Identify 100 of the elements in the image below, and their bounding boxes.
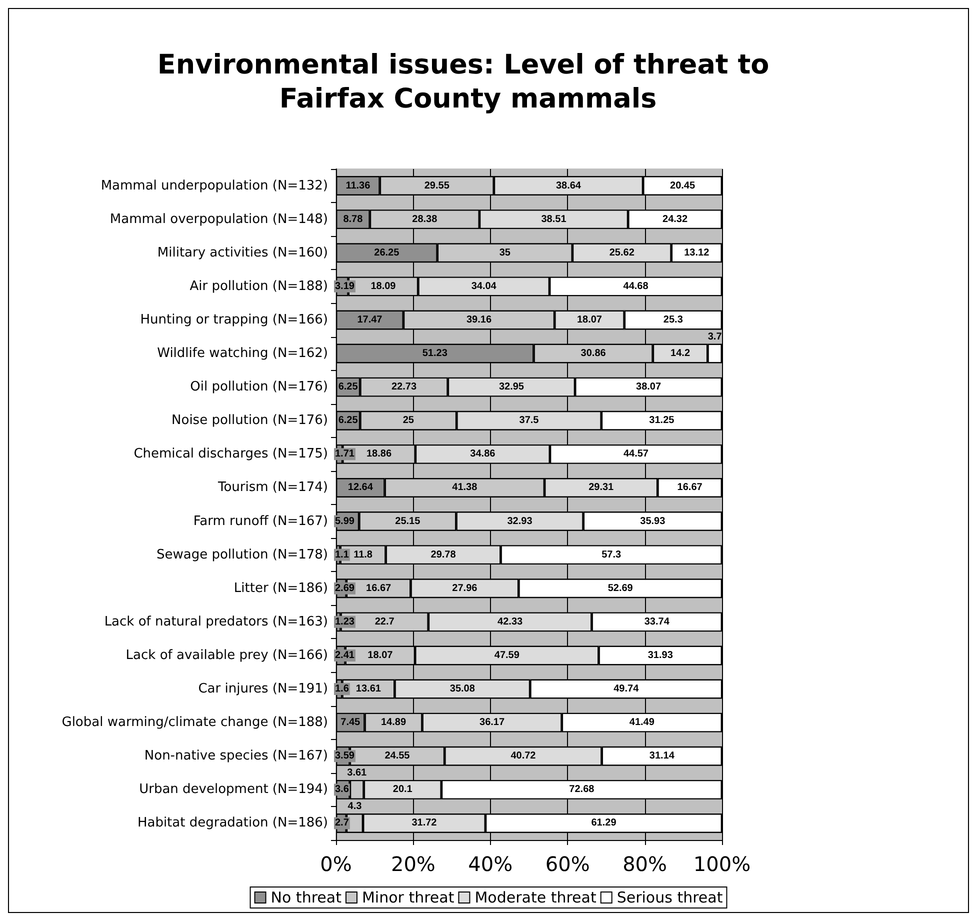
data-label: 3.61 [347, 767, 368, 778]
data-label: 4.3 [348, 800, 362, 812]
data-label: 25.3 [663, 314, 684, 326]
data-label: 47.59 [494, 650, 520, 661]
y-tick-label: Non-native species (N=167) [144, 748, 328, 764]
data-label: 72.68 [569, 784, 595, 796]
data-label: 31.25 [649, 415, 675, 426]
data-label: 36.17 [480, 717, 505, 728]
data-label: 11.36 [346, 180, 371, 192]
y-tick-label: Oil pollution (N=176) [190, 380, 328, 395]
data-label: 16.67 [366, 582, 392, 594]
data-label: 7.45 [340, 717, 361, 728]
x-tick-label: 40% [468, 852, 513, 876]
data-label: 61.29 [591, 818, 617, 829]
y-tick-label: Mammal overpopulation (N=148) [110, 212, 328, 227]
data-label: 35.08 [450, 684, 476, 695]
x-tick-label: 100% [693, 852, 751, 876]
data-label: 3.59 [335, 750, 355, 762]
data-label: 31.72 [412, 818, 438, 829]
data-label: 34.86 [470, 448, 496, 460]
chart-title: Environmental issues: Level of threat to Fairfax County mammals [157, 50, 779, 114]
data-label: 5.99 [335, 516, 355, 527]
data-label: 51.23 [422, 348, 448, 360]
data-label: 29.55 [424, 180, 450, 192]
data-label: 38.64 [556, 180, 582, 192]
data-label: 49.74 [614, 684, 640, 695]
y-tick-label: Habitat degradation (N=186) [137, 816, 328, 831]
data-label: 8.78 [343, 214, 364, 225]
y-tick-label: Chemical discharges (N=175) [134, 446, 328, 462]
data-label: 17.47 [357, 314, 383, 326]
data-label: 38.07 [636, 382, 662, 393]
data-label: 20.1 [392, 784, 413, 796]
data-label: 24.32 [662, 214, 688, 225]
data-label: 12.64 [348, 482, 374, 494]
data-label: 38.51 [541, 214, 567, 225]
data-label: 14.2 [670, 348, 690, 360]
data-label: 11.8 [354, 549, 373, 560]
y-tick-label: Lack of available prey (N=166) [126, 648, 328, 663]
y-tick-label: Tourism (N=174) [216, 480, 328, 496]
legend-label: Moderate threat [474, 888, 596, 906]
y-tick-label: Farm runoff (N=167) [193, 514, 328, 529]
y-tick-label: Military activities (N=160) [157, 245, 328, 260]
data-label: 18.07 [576, 314, 602, 326]
data-label: 44.68 [623, 280, 649, 292]
y-tick-label: Noise pollution (N=176) [172, 413, 328, 428]
data-label: 57.3 [602, 549, 622, 560]
data-label: 35.93 [640, 516, 666, 527]
data-label: 32.95 [498, 382, 524, 393]
data-label: 33.74 [644, 616, 670, 628]
data-label: 34.04 [471, 280, 497, 292]
data-label: 27.96 [452, 582, 478, 594]
data-label: 29.31 [588, 482, 614, 494]
data-label: 39.16 [466, 314, 492, 326]
y-tick-label: Air pollution (N=188) [190, 278, 328, 294]
data-label: 18.09 [370, 280, 396, 292]
data-label: 22.7 [374, 616, 395, 628]
data-label: 20.45 [670, 180, 696, 192]
data-label: 42.33 [498, 616, 524, 628]
data-label: 37.5 [519, 415, 540, 426]
data-label: 25.15 [395, 516, 421, 527]
data-label: 18.07 [368, 650, 394, 661]
data-label: 3.7 [708, 331, 722, 342]
data-label: 44.57 [623, 448, 649, 460]
legend-label: Minor threat [362, 888, 454, 906]
x-tick-label: 20% [390, 852, 436, 876]
data-label: 3.6 [335, 784, 350, 796]
y-tick-label: Global warming/climate change (N=188) [62, 715, 328, 730]
data-label: 41.49 [629, 717, 655, 728]
data-label: 41.38 [452, 482, 478, 494]
data-label: 52.69 [608, 582, 634, 594]
legend-label: Serious threat [616, 888, 723, 906]
data-label: 32.93 [507, 516, 533, 527]
x-tick-label: 80% [622, 852, 668, 876]
y-tick-label: Wildlife watching (N=162) [157, 346, 328, 362]
data-label: 25 [402, 415, 414, 426]
data-label: 13.12 [684, 247, 710, 258]
data-label: 31.93 [648, 650, 674, 661]
y-tick-label: Sewage pollution (N=178) [156, 547, 328, 562]
data-label: 22.73 [391, 382, 417, 393]
data-label: 16.67 [677, 482, 703, 494]
data-label: 29.78 [430, 549, 456, 560]
x-tick-label: 0% [320, 852, 352, 876]
y-tick-label: Lack of natural predators (N=163) [104, 614, 328, 630]
y-tick-label: Litter (N=186) [234, 580, 328, 596]
data-label: 6.25 [338, 382, 358, 393]
data-label: 30.86 [580, 348, 606, 360]
data-label: 24.55 [384, 750, 410, 762]
data-label: 18.86 [366, 448, 392, 460]
x-tick-label: 60% [545, 852, 590, 876]
data-label: 13.61 [356, 684, 382, 695]
data-label: 31.14 [649, 750, 675, 762]
y-tick-label: Mammal underpopulation (N=132) [100, 178, 328, 194]
data-label: 25.62 [609, 247, 635, 258]
data-label: 6.25 [338, 415, 358, 426]
data-label: 26.25 [374, 247, 400, 258]
y-tick-label: Urban development (N=194) [139, 782, 328, 798]
data-label: 35 [499, 247, 511, 258]
y-tick-label: Hunting or trapping (N=166) [140, 312, 328, 328]
data-label: 14.89 [380, 717, 406, 728]
data-label: 28.38 [412, 214, 438, 225]
